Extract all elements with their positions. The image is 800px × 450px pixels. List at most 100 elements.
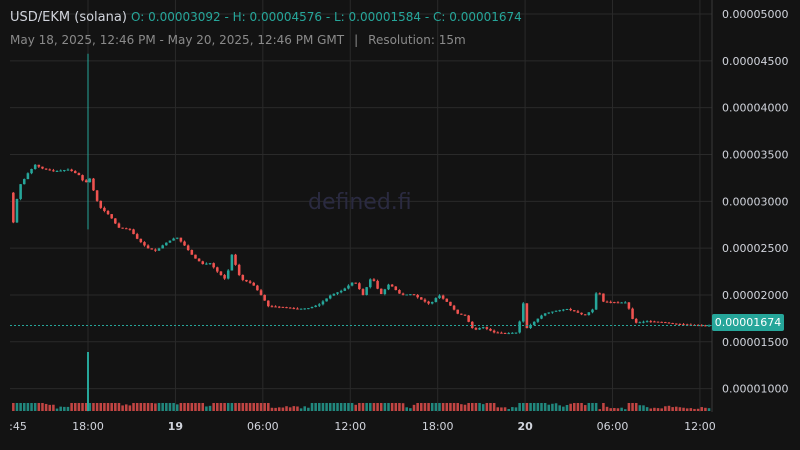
time-axis[interactable]: :45 18:00 19 06:00 12:00 18:00 20 06:00 12:00 <box>9 420 716 433</box>
volume-bar <box>128 405 132 411</box>
time-tick-label: 20 <box>517 420 533 433</box>
volume-bar <box>401 403 405 411</box>
volume-bar <box>631 403 634 411</box>
volume-bar <box>409 408 412 411</box>
candle-body <box>252 282 256 286</box>
candle-body <box>598 293 602 295</box>
volume-bar <box>441 403 445 411</box>
candle-body <box>296 308 299 310</box>
volume-bar <box>197 403 201 411</box>
volume-bar <box>63 406 66 411</box>
candle-body <box>77 173 81 176</box>
volume-bar <box>416 403 419 411</box>
price-axis[interactable]: 0.00005000 0.00004500 0.00004000 0.00003500… <box>722 8 788 396</box>
volume-bar <box>587 403 591 411</box>
volume-bar <box>674 406 678 411</box>
candle-body <box>605 301 609 303</box>
candle-body <box>405 294 408 296</box>
candle-body <box>667 322 671 324</box>
volume-bar <box>117 403 121 411</box>
candle-body <box>154 249 157 251</box>
volume-bar <box>110 403 113 411</box>
candle-body <box>423 299 427 302</box>
candle-body <box>95 190 99 201</box>
candle-body <box>168 240 172 243</box>
candle-body <box>682 324 685 326</box>
volume-bar <box>328 403 332 411</box>
volume-bar <box>609 408 612 411</box>
candle-body <box>434 298 438 302</box>
volume-bar <box>350 403 354 411</box>
candle-body <box>277 306 281 308</box>
volume-bar <box>390 403 394 411</box>
volume-bar <box>580 403 583 411</box>
candle-body <box>99 200 103 208</box>
volume-bar <box>22 403 26 411</box>
candle-body <box>678 323 682 325</box>
volume-bar <box>154 403 157 411</box>
candle-body <box>219 271 223 276</box>
volume-bar <box>645 407 649 411</box>
volume-bar <box>616 408 620 411</box>
candle-body <box>412 294 416 296</box>
candle-body <box>500 332 503 334</box>
volume-bar <box>121 405 124 411</box>
candle-body <box>19 184 22 199</box>
volume-bar <box>307 407 310 411</box>
volume-bar <box>474 403 478 411</box>
candle-body <box>230 254 234 271</box>
candle-body <box>409 294 412 296</box>
candle-body <box>117 223 121 228</box>
volume-bar <box>299 408 303 411</box>
volume-bar <box>623 409 627 411</box>
candle-body <box>208 263 212 265</box>
volume-bar <box>310 403 314 411</box>
volume-bar <box>237 403 241 411</box>
candle-body <box>547 312 551 314</box>
volume-bar <box>114 403 117 411</box>
candle-body <box>554 310 558 312</box>
price-tick-label: 0.00001500 <box>722 336 788 349</box>
volume-bar <box>704 407 707 411</box>
volume-bar <box>318 403 321 411</box>
candle-body <box>124 228 128 230</box>
candle-body <box>285 307 288 309</box>
volume-bar <box>554 403 558 411</box>
candle-body <box>361 289 365 295</box>
candle-body <box>336 292 339 294</box>
volume-bar <box>503 407 507 411</box>
candle-body <box>551 311 554 313</box>
time-tick-label: 06:00 <box>597 420 629 433</box>
candle-body <box>175 237 179 239</box>
volume-bar <box>372 403 376 411</box>
price-tick-label: 0.00004000 <box>722 102 788 115</box>
candle-body <box>226 270 230 279</box>
candle-body <box>664 322 667 324</box>
candle-body <box>245 279 248 282</box>
volume-bar <box>336 403 339 411</box>
candle-body <box>274 306 277 308</box>
volume-bar <box>73 403 77 411</box>
volume-bar <box>267 403 270 411</box>
volume-bar <box>55 408 59 411</box>
volume-spike-bar <box>87 352 89 411</box>
candle-body <box>634 318 638 323</box>
candle-body <box>700 325 704 327</box>
candle-body <box>321 301 325 305</box>
volume-bar <box>671 407 674 411</box>
candle-body <box>463 314 467 316</box>
volume-bar <box>602 403 605 411</box>
volume-bar <box>59 406 62 411</box>
volume-bar <box>103 403 106 411</box>
volume-bar <box>88 403 92 411</box>
volume-bar <box>332 403 336 411</box>
candle-body <box>183 241 186 246</box>
price-tick-label: 0.00003000 <box>722 195 788 208</box>
volume-bar <box>412 404 416 411</box>
candle-body <box>387 284 390 290</box>
volume-bar <box>77 403 81 411</box>
candle-body <box>281 306 285 308</box>
volume-bar <box>314 403 317 411</box>
volume-bar <box>558 405 561 411</box>
